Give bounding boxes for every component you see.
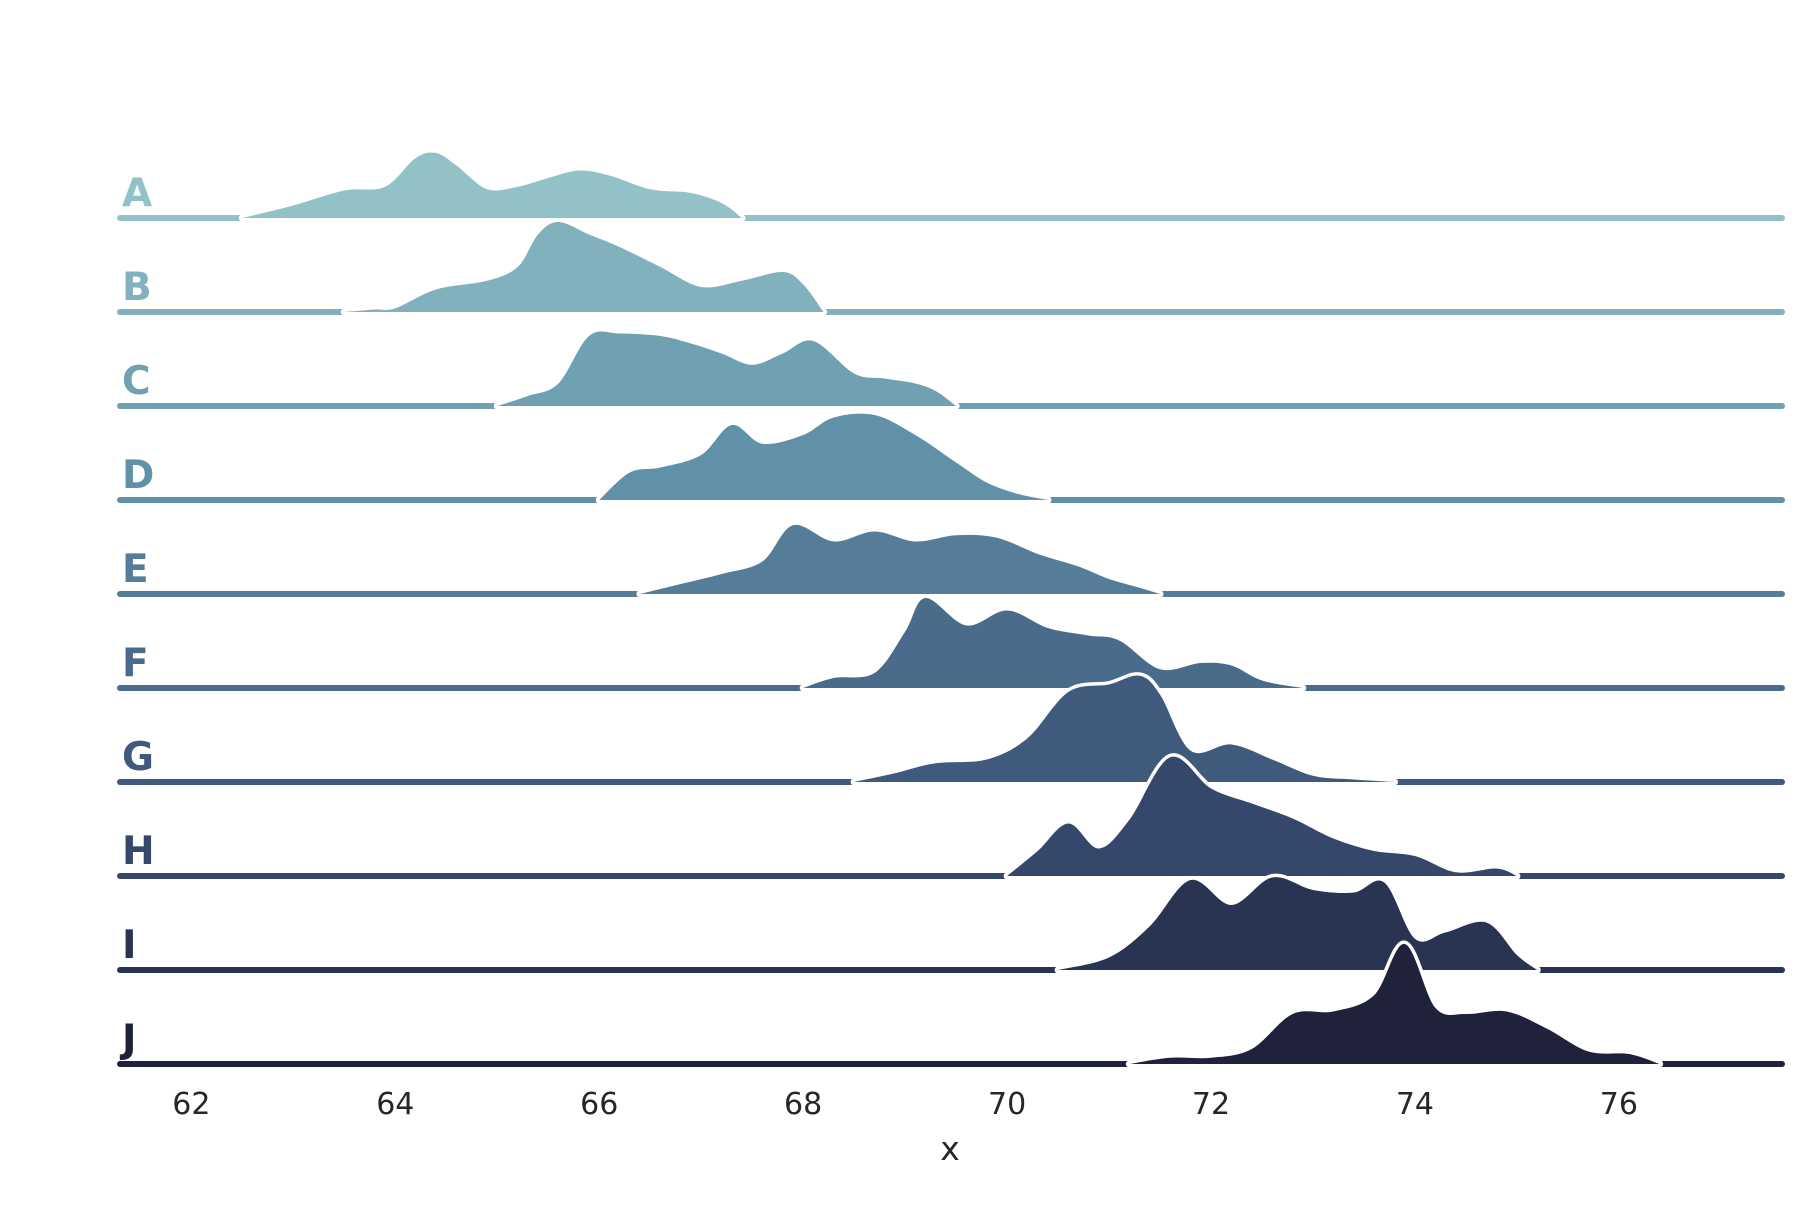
x-tick-label: 68	[784, 1087, 822, 1122]
ridge-g: G	[117, 672, 1785, 786]
x-tick-label: 72	[1192, 1087, 1230, 1122]
ridge-a: A	[117, 148, 1785, 222]
density-h	[1007, 756, 1517, 876]
density-i	[1058, 877, 1538, 970]
row-label-g: G	[122, 735, 154, 780]
ridge-b: B	[117, 218, 1785, 316]
x-tick-label: 66	[580, 1087, 618, 1122]
row-label-j: J	[119, 1017, 137, 1062]
density-d	[599, 413, 1048, 500]
ridge-d: D	[117, 410, 1785, 504]
row-label-c: C	[122, 359, 151, 404]
density-g	[854, 675, 1395, 782]
x-tick-label: 62	[172, 1087, 210, 1122]
x-tick-label: 76	[1600, 1087, 1638, 1122]
ridges-group: A B C D E F G H I J	[117, 148, 1785, 1068]
row-label-a: A	[122, 171, 152, 216]
x-tick-label: 74	[1396, 1087, 1434, 1122]
ridge-e: E	[117, 521, 1785, 598]
x-tick-label: 64	[376, 1087, 414, 1122]
row-label-d: D	[122, 453, 154, 498]
density-b	[344, 222, 824, 312]
row-label-e: E	[122, 547, 149, 592]
x-tick-label: 70	[988, 1087, 1026, 1122]
row-label-b: B	[122, 265, 152, 310]
ridge-i: I	[117, 873, 1785, 974]
ridge-f: F	[117, 594, 1785, 692]
density-j	[1129, 943, 1660, 1064]
density-c	[497, 331, 957, 406]
density-e	[640, 524, 1160, 594]
row-label-f: F	[122, 641, 149, 686]
row-label-i: I	[122, 923, 137, 968]
density-a	[242, 152, 742, 218]
row-label-h: H	[122, 829, 155, 874]
ridge-j: J	[117, 940, 1785, 1068]
x-axis-label: x	[940, 1129, 960, 1168]
x-axis: 62 64 66 68 70 72 74 76	[172, 1087, 1638, 1122]
density-f	[803, 597, 1303, 688]
ridge-c: C	[117, 328, 1785, 410]
ridge-h: H	[117, 753, 1785, 880]
